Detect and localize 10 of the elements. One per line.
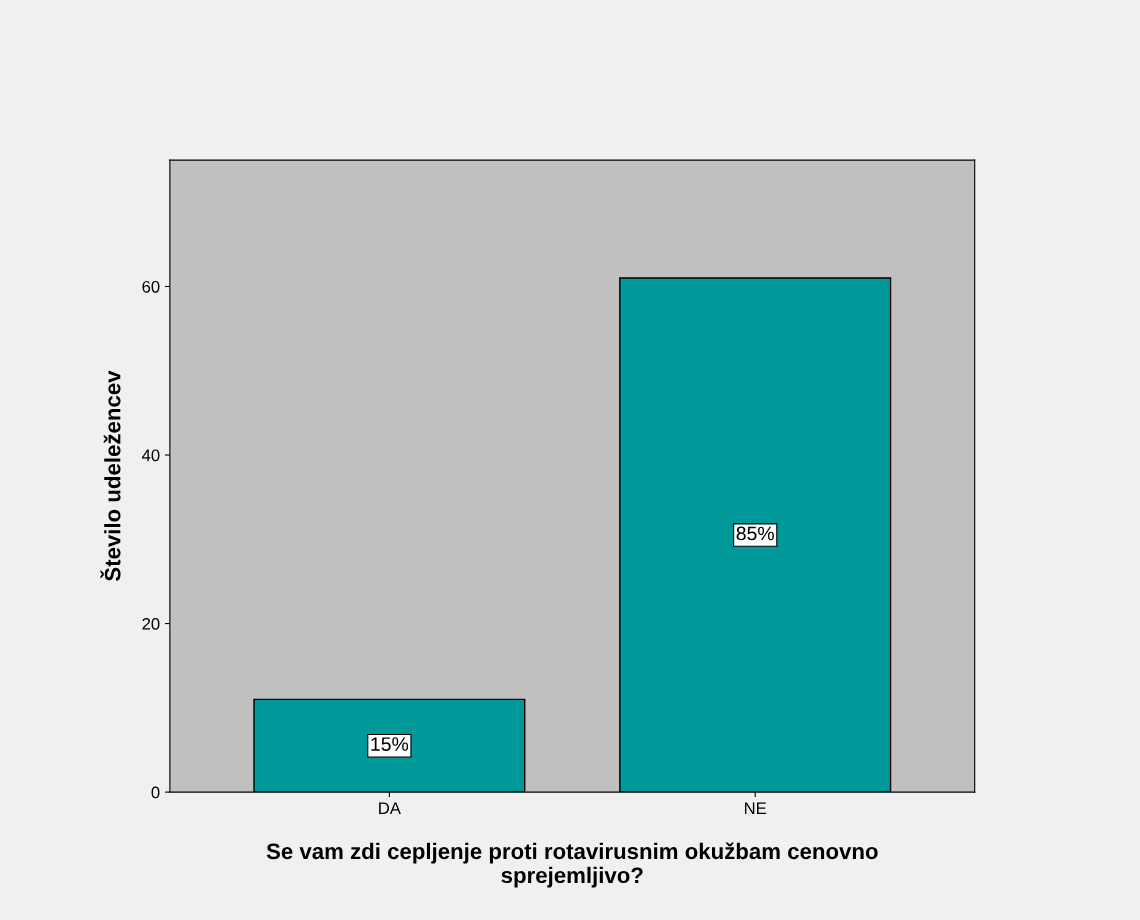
x-tick-label: NE: [744, 802, 767, 814]
y-axis-title: Število udeležencev: [100, 370, 121, 582]
x-tick-label: DA: [379, 802, 401, 814]
x-axis-title: Se vam zdi cepljenje proti rotavirusnim okužbam cenovno sprejemljivo?: [266, 842, 878, 888]
y-tick-label: 60: [142, 280, 160, 293]
y-tick-label: 0: [151, 786, 160, 799]
y-tick-label: 20: [142, 617, 160, 630]
annotation: 15%: [371, 737, 409, 751]
annotation: 85%: [736, 526, 774, 541]
y-tick-label: 40: [141, 449, 160, 462]
